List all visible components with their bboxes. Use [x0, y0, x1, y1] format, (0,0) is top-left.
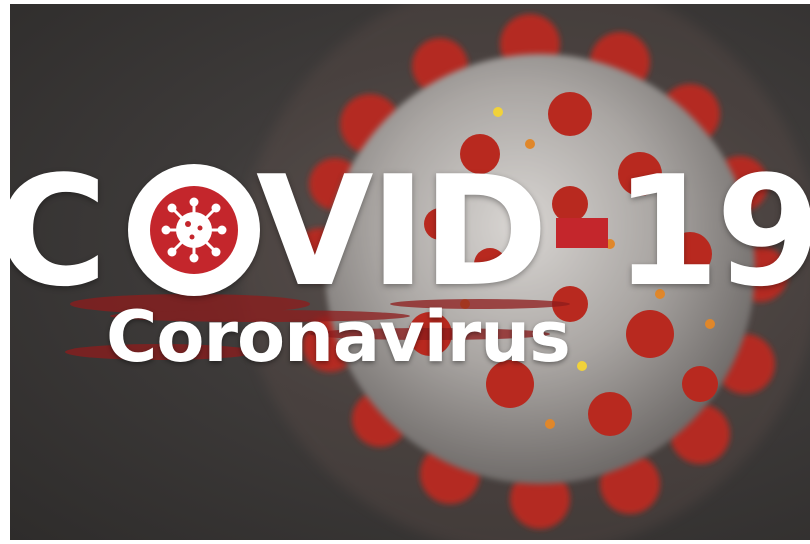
title-vid: VID [256, 143, 548, 320]
virus-badge [128, 164, 260, 296]
title-c: C [10, 143, 108, 320]
subtitle: Coronavirus [106, 296, 571, 378]
virus-icon [161, 197, 227, 263]
title-dash [556, 218, 608, 248]
coronavirus-illustration [65, 4, 810, 540]
title-19: 19 [614, 143, 810, 320]
covid-banner-image: C [10, 4, 810, 540]
